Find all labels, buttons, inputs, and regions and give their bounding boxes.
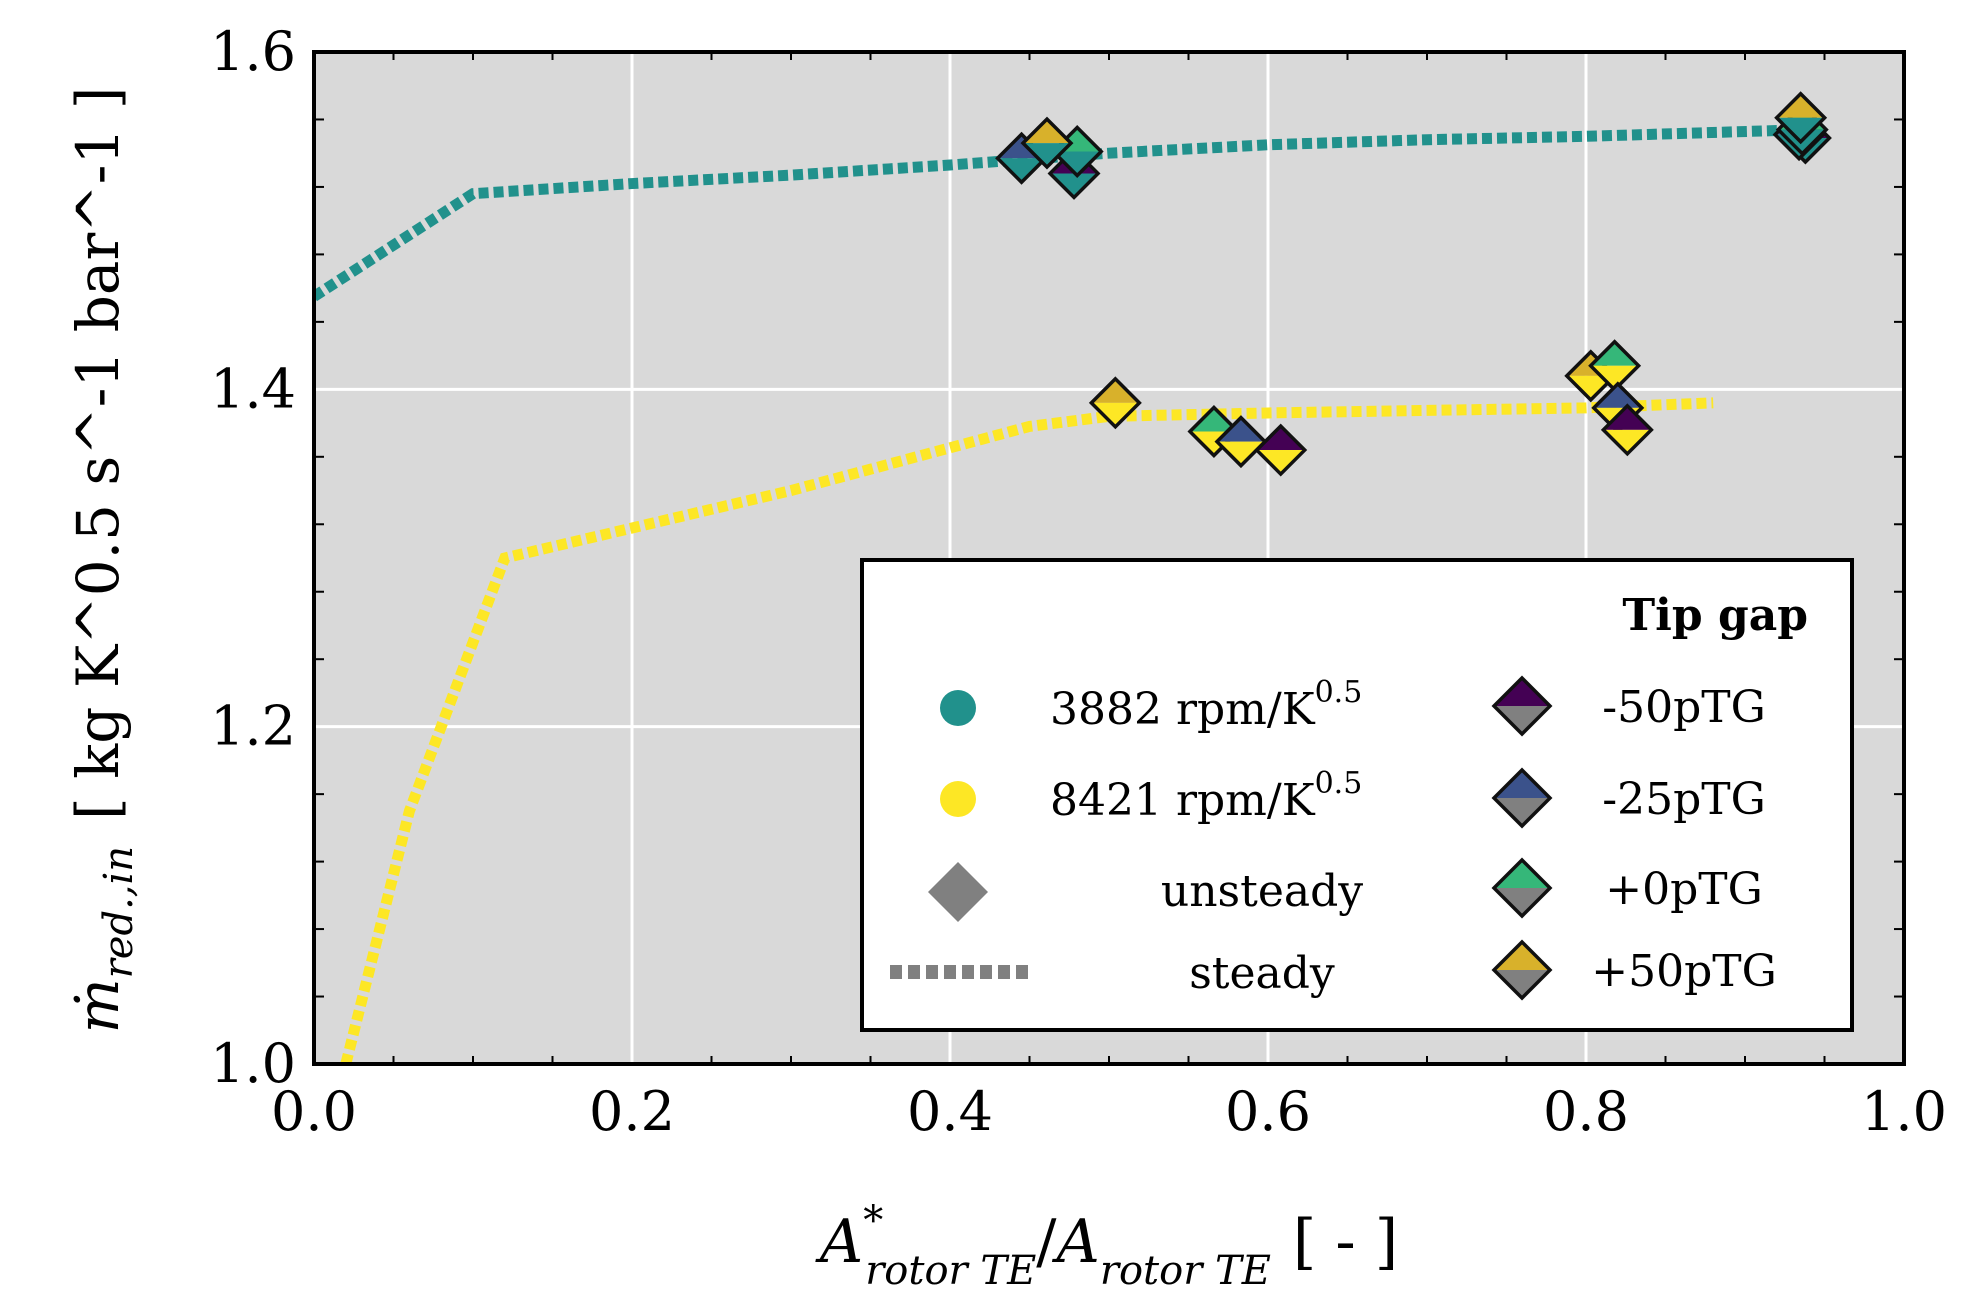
- y-tick-label: 1.6: [210, 20, 296, 83]
- legend-label-p0: +0pTG: [1605, 864, 1763, 915]
- legend-marker-tip-gap: [1491, 857, 1553, 919]
- y-axis-title: ṁred.,in[ kg K^0.5 s^-1 bar^-1 ]: [64, 87, 142, 1034]
- unsteady-point-bottom: [1590, 365, 1639, 390]
- x-tick-labels: 0.0 0.2 0.4 0.6 0.8 1.0: [271, 1080, 1947, 1143]
- legend-label-p50: +50pTG: [1591, 946, 1777, 997]
- unsteady-point-outline: [1774, 91, 1828, 145]
- unsteady-point-top: [1022, 119, 1071, 144]
- unsteady-point-outline: [1254, 423, 1308, 477]
- legend-marker-tip-gap-top: [1494, 770, 1550, 798]
- unsteady-point: [1774, 91, 1828, 145]
- y-tick-labels: 1.0 1.2 1.4 1.6: [210, 20, 296, 1095]
- legend-marker-3882: [940, 690, 976, 726]
- steady-line: [314, 124, 1809, 302]
- legend-label-3882: 3882 rpm/K0.5: [1050, 675, 1362, 735]
- unsteady-point: [1588, 339, 1642, 393]
- x-tick-label: 0.4: [907, 1080, 993, 1143]
- unsteady-point-bottom: [1053, 151, 1102, 176]
- unsteady-point-top: [1256, 426, 1305, 451]
- legend-marker-tip-gap: [1491, 939, 1553, 1001]
- unsteady-point-top: [1603, 405, 1652, 430]
- legend-marker-tip-gap: [1491, 767, 1553, 829]
- unsteady-point-bottom: [1050, 173, 1099, 198]
- legend-marker-tip-gap-top: [1494, 942, 1550, 970]
- unsteady-point-top: [1590, 341, 1639, 366]
- unsteady-point-outline: [1588, 339, 1642, 393]
- unsteady-points: [995, 91, 1832, 477]
- legend-marker-unsteady: [928, 862, 988, 922]
- legend-tip-gap-markers: [1491, 675, 1553, 1001]
- x-axis-title: A* rotor TE/Arotor TE[ - ]: [815, 1198, 1398, 1294]
- unsteady-point-top: [1776, 93, 1825, 118]
- legend-box: [860, 558, 1854, 1032]
- legend-marker-tip-gap-outline: [1491, 939, 1553, 1001]
- legend-marker-tip-gap-bottom: [1494, 970, 1550, 998]
- unsteady-point-bottom: [1091, 402, 1140, 427]
- legend: Tip gap 3882 rpm/K0.5 8421 rpm/K0.5 unst…: [860, 558, 1854, 1032]
- unsteady-point-bottom: [1256, 450, 1305, 475]
- unsteady-point-outline: [1050, 125, 1104, 178]
- steady-line: [340, 397, 1714, 1064]
- unsteady-point-top: [1593, 383, 1642, 408]
- unsteady-point: [1600, 403, 1654, 457]
- legend-label-m25: -25pTG: [1602, 774, 1766, 825]
- y-tick-label: 1.4: [210, 357, 296, 420]
- x-tick-label: 0.8: [1543, 1080, 1629, 1143]
- legend-marker-tip-gap-top: [1494, 678, 1550, 706]
- unsteady-point-top: [1091, 378, 1140, 403]
- unsteady-point: [1254, 423, 1308, 477]
- legend-marker-8421: [940, 781, 976, 817]
- unsteady-point-bottom: [1603, 429, 1652, 454]
- unsteady-point: [1020, 116, 1074, 170]
- x-tick-label: 0.2: [589, 1080, 675, 1143]
- unsteady-point-bottom: [1776, 117, 1825, 142]
- legend-title: Tip gap: [1622, 590, 1808, 641]
- legend-marker-tip-gap-outline: [1491, 675, 1553, 737]
- y-tick-label: 1.0: [210, 1032, 296, 1095]
- unsteady-point: [1088, 376, 1142, 430]
- legend-marker-tip-gap-bottom: [1494, 888, 1550, 916]
- unsteady-point-top: [1189, 407, 1238, 432]
- unsteady-point-bottom: [997, 158, 1046, 183]
- x-tick-label: 1.0: [1861, 1080, 1947, 1143]
- unsteady-point-outline: [1600, 403, 1654, 457]
- unsteady-point-outline: [1020, 116, 1074, 170]
- y-tick-label: 1.2: [210, 695, 296, 758]
- legend-label-unsteady: unsteady: [1161, 866, 1363, 917]
- legend-marker-tip-gap-outline: [1491, 767, 1553, 829]
- x-tick-label: 0.0: [271, 1080, 357, 1143]
- legend-marker-tip-gap: [1491, 675, 1553, 737]
- legend-marker-tip-gap-bottom: [1494, 798, 1550, 826]
- unsteady-point-bottom: [1216, 441, 1265, 466]
- legend-label-8421: 8421 rpm/K0.5: [1050, 766, 1362, 826]
- steady-lines: [314, 124, 1809, 1064]
- legend-marker-tip-gap-bottom: [1494, 706, 1550, 734]
- plot-frame: [312, 50, 1906, 1066]
- unsteady-point-outline: [1088, 376, 1142, 430]
- legend-label-m50: -50pTG: [1602, 682, 1766, 733]
- legend-marker-tip-gap-outline: [1491, 857, 1553, 919]
- legend-label-steady: steady: [1189, 948, 1335, 999]
- x-tick-label: 0.6: [1225, 1080, 1311, 1143]
- unsteady-point-bottom: [1566, 375, 1615, 400]
- legend-marker-tip-gap-top: [1494, 860, 1550, 888]
- unsteady-point-top: [1216, 417, 1265, 442]
- unsteady-point-bottom: [1022, 143, 1071, 168]
